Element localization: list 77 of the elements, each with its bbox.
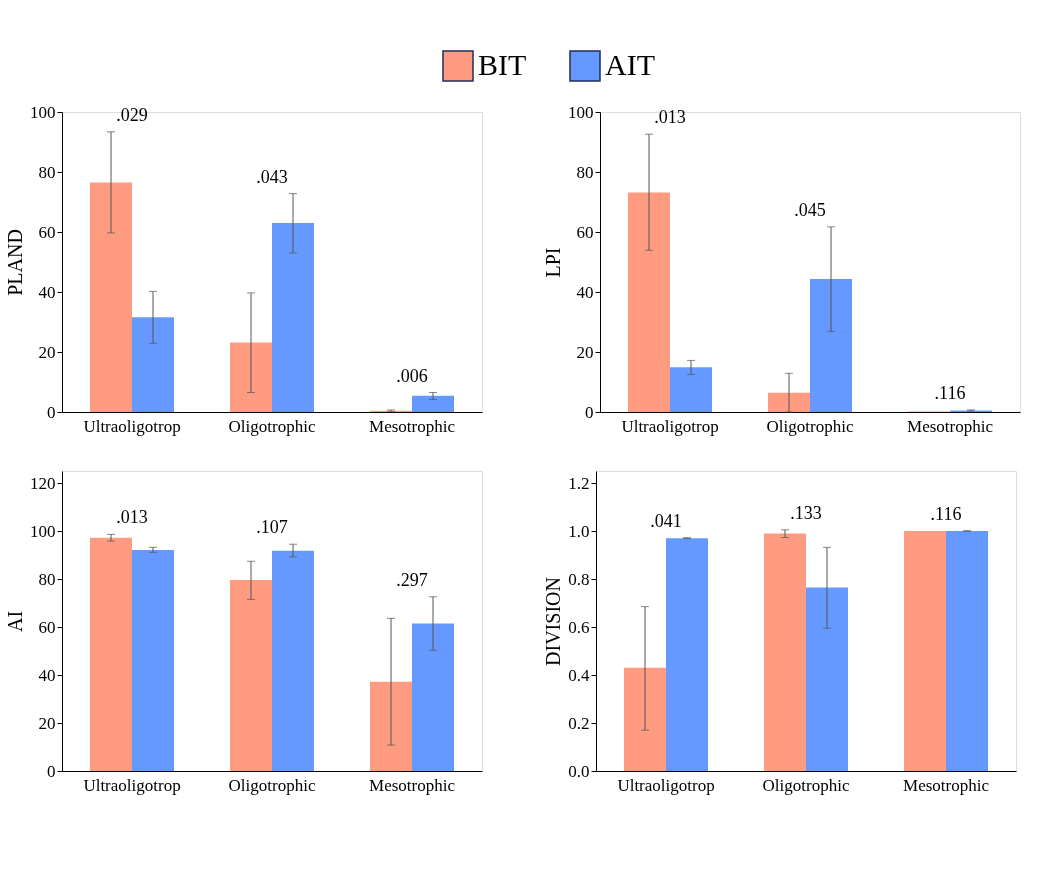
y-tick-label: 60	[38, 222, 56, 242]
y-tick-label: 80	[38, 569, 56, 589]
y-tick-label: 120	[30, 473, 56, 493]
bar	[666, 538, 708, 771]
y-tick-label: 100	[30, 102, 56, 122]
y-tick-label: 20	[576, 342, 594, 362]
bar	[768, 392, 810, 412]
x-tick-label: Oligotrophic	[766, 416, 854, 436]
y-axis-title: PLAND	[4, 229, 26, 296]
bar	[628, 192, 670, 412]
y-tick-label: 0	[47, 402, 56, 422]
x-tick-label: Oligotrophic	[228, 775, 316, 795]
y-tick-label: 0.8	[568, 569, 590, 589]
y-tick-label: 0.4	[568, 665, 590, 685]
y-tick-label: 60	[38, 617, 56, 637]
y-axis-title: AI	[4, 610, 26, 633]
y-tick-label: 20	[38, 713, 56, 733]
x-tick-label: Ultraoligotrop	[617, 775, 715, 795]
annotation: .013	[654, 107, 686, 128]
y-tick-label: 0.0	[568, 761, 590, 781]
bar	[412, 395, 454, 412]
bar	[132, 549, 174, 771]
y-tick-label: 0	[585, 402, 594, 422]
y-tick-label: 1.2	[568, 473, 590, 493]
bar	[272, 223, 314, 412]
y-tick-label: 80	[576, 162, 594, 182]
bar	[230, 579, 272, 771]
y-tick-label: 60	[576, 222, 594, 242]
y-axis-title: LPI	[542, 247, 564, 278]
y-tick-label: 0.6	[568, 617, 590, 637]
legend-label: AIT	[605, 48, 655, 81]
annotation: .013	[116, 507, 148, 528]
legend-label: BIT	[478, 48, 527, 81]
annotation: .041	[650, 510, 682, 531]
y-tick-label: 40	[576, 282, 594, 302]
bar	[764, 533, 806, 771]
y-tick-label: 0	[47, 761, 56, 781]
y-tick-label: 40	[38, 665, 56, 685]
x-tick-label: Oligotrophic	[762, 775, 850, 795]
annotation: .116	[930, 503, 962, 524]
y-tick-label: 100	[568, 102, 594, 122]
x-tick-label: Ultraoligotrop	[83, 416, 181, 436]
x-tick-label: Oligotrophic	[228, 416, 316, 436]
bar	[904, 531, 946, 771]
bar	[624, 667, 666, 771]
bar	[670, 367, 712, 412]
x-tick-label: Mesotrophic	[369, 775, 456, 795]
y-tick-label: 80	[38, 162, 56, 182]
bar	[806, 587, 848, 771]
annotation: .297	[396, 569, 428, 590]
bar	[132, 317, 174, 412]
bar	[946, 531, 988, 771]
bar	[810, 279, 852, 412]
annotation: .133	[790, 502, 822, 523]
bar	[370, 681, 412, 771]
y-tick-label: 40	[38, 282, 56, 302]
y-tick-label: 20	[38, 342, 56, 362]
annotation: .043	[256, 166, 288, 187]
annotation: .029	[116, 104, 148, 125]
annotation: .045	[794, 199, 826, 220]
x-tick-label: Mesotrophic	[369, 416, 456, 436]
x-tick-label: Mesotrophic	[907, 416, 994, 436]
bar	[90, 537, 132, 771]
y-tick-label: 1.0	[568, 521, 590, 541]
x-tick-label: Ultraoligotrop	[83, 775, 181, 795]
annotation: .006	[396, 365, 428, 386]
bar	[90, 182, 132, 412]
bar	[272, 550, 314, 771]
bar	[230, 342, 272, 412]
x-tick-label: Mesotrophic	[903, 775, 990, 795]
y-tick-label: 100	[30, 521, 56, 541]
annotation: .116	[934, 382, 966, 403]
annotation: .107	[256, 517, 288, 538]
x-tick-label: Ultraoligotrop	[621, 416, 719, 436]
y-tick-label: 0.2	[568, 713, 590, 733]
y-axis-title: DIVISION	[542, 577, 565, 666]
bar	[412, 623, 454, 771]
